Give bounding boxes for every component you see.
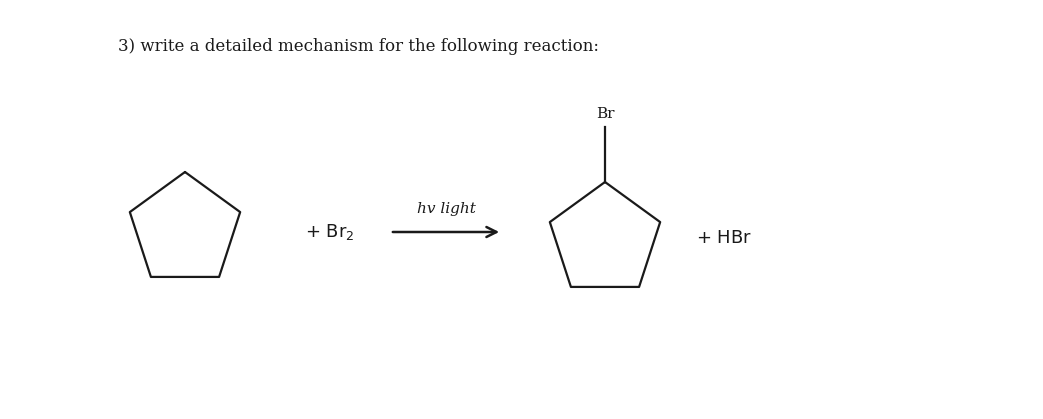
Text: hv light: hv light — [416, 202, 476, 216]
Text: $+\ \mathrm{HBr}$: $+\ \mathrm{HBr}$ — [696, 229, 752, 247]
Text: Br: Br — [596, 107, 614, 121]
Text: $+\ \mathrm{Br}_2$: $+\ \mathrm{Br}_2$ — [305, 222, 355, 242]
Text: 3) write a detailed mechanism for the following reaction:: 3) write a detailed mechanism for the fo… — [118, 38, 599, 55]
